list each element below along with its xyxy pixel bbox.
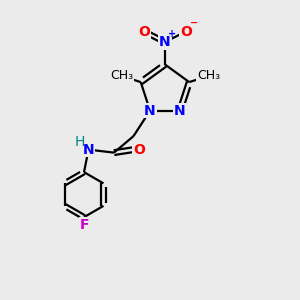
Text: N: N: [144, 103, 156, 118]
Text: −: −: [190, 18, 199, 28]
Text: N: N: [83, 142, 94, 157]
Text: F: F: [79, 218, 89, 232]
Text: O: O: [133, 142, 145, 157]
Text: H: H: [74, 135, 85, 149]
Text: N: N: [174, 103, 186, 118]
Text: +: +: [167, 28, 176, 39]
Text: O: O: [180, 25, 192, 38]
Text: CH₃: CH₃: [197, 69, 220, 82]
Text: CH₃: CH₃: [110, 69, 133, 82]
Text: N: N: [159, 35, 171, 49]
Text: O: O: [138, 25, 150, 38]
